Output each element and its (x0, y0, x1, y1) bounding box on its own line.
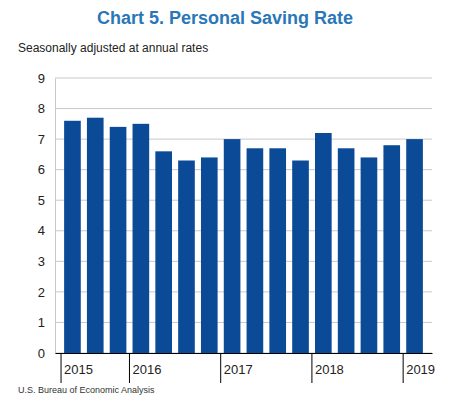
bars (64, 118, 423, 353)
x-tick-label: 2019 (406, 362, 435, 377)
bar (87, 118, 104, 353)
bar (224, 139, 241, 353)
bar (110, 127, 127, 353)
y-axis: 0 1 2 3 4 5 6 7 8 9 (38, 71, 56, 361)
x-tick: 2018 (312, 353, 344, 383)
bar (64, 121, 81, 353)
y-tick: 1 (38, 315, 55, 330)
x-tick-label: 2018 (315, 362, 344, 377)
x-tick-mark (129, 353, 130, 383)
y-tick-label: 0 (38, 346, 45, 361)
x-tick-label: 2015 (64, 362, 93, 377)
chart: Chart 5. Personal Saving Rate Seasonally … (0, 0, 450, 400)
grid (55, 78, 432, 353)
bar (361, 157, 378, 353)
bar (133, 124, 150, 353)
x-tick-mark (311, 353, 312, 383)
y-tick: 6 (38, 162, 55, 177)
source: U.S. Bureau of Economic Analysis (18, 385, 155, 395)
grid-line (55, 78, 432, 79)
x-tick: 2015 (61, 353, 93, 383)
x-tick-mark (61, 353, 62, 383)
y-tick-label: 1 (38, 315, 45, 330)
y-tick-label: 2 (38, 285, 45, 300)
y-tick-label: 5 (38, 193, 45, 208)
x-tick-label: 2017 (224, 362, 253, 377)
bar (292, 161, 309, 354)
y-tick: 0 (38, 346, 55, 361)
grid-line (55, 108, 432, 109)
y-tick-label: 6 (38, 162, 45, 177)
bar (315, 133, 332, 353)
x-axis-line (56, 353, 433, 354)
y-tick-label: 9 (38, 71, 45, 86)
x-tick-label: 2016 (132, 362, 161, 377)
y-tick: 8 (38, 101, 55, 116)
plot: 0 1 2 3 4 5 6 7 8 9 2015 2016 2017 2018 2019 (38, 71, 435, 383)
x-tick: 2019 (403, 353, 435, 383)
bar (178, 161, 195, 354)
y-tick: 5 (38, 193, 55, 208)
x-tick: 2016 (129, 353, 161, 383)
x-tick-mark (403, 353, 404, 383)
y-tick-label: 8 (38, 101, 45, 116)
bar (201, 157, 218, 353)
y-tick-label: 3 (38, 254, 45, 269)
bar (269, 148, 286, 353)
title: Chart 5. Personal Saving Rate (97, 8, 353, 28)
bar (247, 148, 264, 353)
y-tick: 2 (38, 285, 55, 300)
y-tick-label: 7 (38, 132, 45, 147)
bar (155, 151, 172, 353)
x-tick: 2017 (221, 353, 253, 383)
y-tick: 9 (38, 71, 55, 86)
y-tick: 7 (38, 132, 55, 147)
y-tick: 3 (38, 254, 55, 269)
x-tick-mark (220, 353, 221, 383)
bar (383, 145, 400, 353)
y-tick: 4 (38, 223, 55, 238)
subtitle: Seasonally adjusted at annual rates (18, 41, 208, 55)
x-axis: 2015 2016 2017 2018 2019 (56, 353, 436, 383)
bar (338, 148, 355, 353)
y-tick-label: 4 (38, 223, 45, 238)
y-axis-line (55, 79, 56, 354)
bar (406, 139, 423, 353)
